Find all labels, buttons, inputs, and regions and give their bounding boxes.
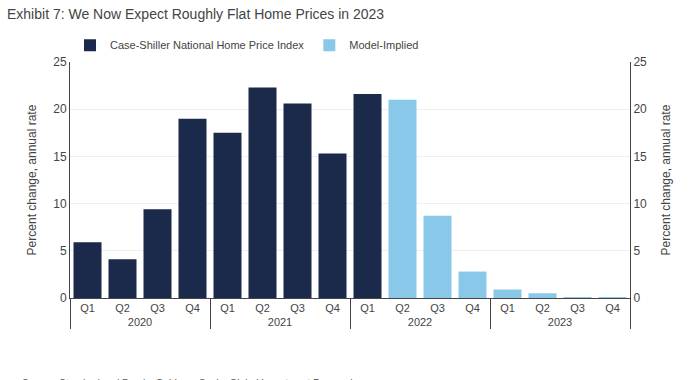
svg-text:Q3: Q3	[430, 302, 445, 314]
svg-text:2020: 2020	[128, 316, 152, 328]
svg-text:Case-Shiller National Home Pri: Case-Shiller National Home Price Index	[110, 39, 304, 51]
svg-text:Source: Standard and Poor's, G: Source: Standard and Poor's, Goldman Sac…	[22, 378, 356, 380]
svg-text:Model-Implied: Model-Implied	[349, 39, 418, 51]
svg-text:Q4: Q4	[325, 302, 340, 314]
svg-text:Q2: Q2	[255, 302, 270, 314]
svg-text:Q1: Q1	[500, 302, 515, 314]
svg-text:20: 20	[53, 102, 67, 116]
svg-text:Q2: Q2	[115, 302, 130, 314]
svg-text:2023: 2023	[548, 316, 572, 328]
svg-text:15: 15	[633, 150, 647, 164]
svg-text:10: 10	[53, 197, 67, 211]
svg-text:Q3: Q3	[570, 302, 585, 314]
svg-text:Q1: Q1	[220, 302, 235, 314]
svg-text:Q2: Q2	[395, 302, 410, 314]
svg-text:Exhibit 7: We Now Expect Rough: Exhibit 7: We Now Expect Roughly Flat Ho…	[7, 6, 384, 22]
svg-text:Q3: Q3	[150, 302, 165, 314]
svg-text:Q2: Q2	[535, 302, 550, 314]
svg-text:10: 10	[633, 197, 647, 211]
svg-text:5: 5	[60, 244, 67, 258]
svg-text:20: 20	[633, 102, 647, 116]
svg-text:Percent change, annual rate: Percent change, annual rate	[25, 104, 39, 255]
svg-text:Q4: Q4	[465, 302, 480, 314]
svg-text:Q3: Q3	[290, 302, 305, 314]
svg-text:Percent change, annual rate: Percent change, annual rate	[659, 104, 673, 255]
svg-text:Q1: Q1	[360, 302, 375, 314]
svg-text:Q4: Q4	[605, 302, 620, 314]
svg-text:25: 25	[53, 55, 67, 69]
svg-text:Q1: Q1	[80, 302, 95, 314]
svg-text:2022: 2022	[408, 316, 432, 328]
svg-text:2021: 2021	[268, 316, 292, 328]
svg-text:Q4: Q4	[185, 302, 200, 314]
svg-text:25: 25	[633, 55, 647, 69]
svg-text:0: 0	[60, 291, 67, 305]
svg-text:15: 15	[53, 150, 67, 164]
svg-text:5: 5	[633, 244, 640, 258]
svg-text:0: 0	[633, 291, 640, 305]
